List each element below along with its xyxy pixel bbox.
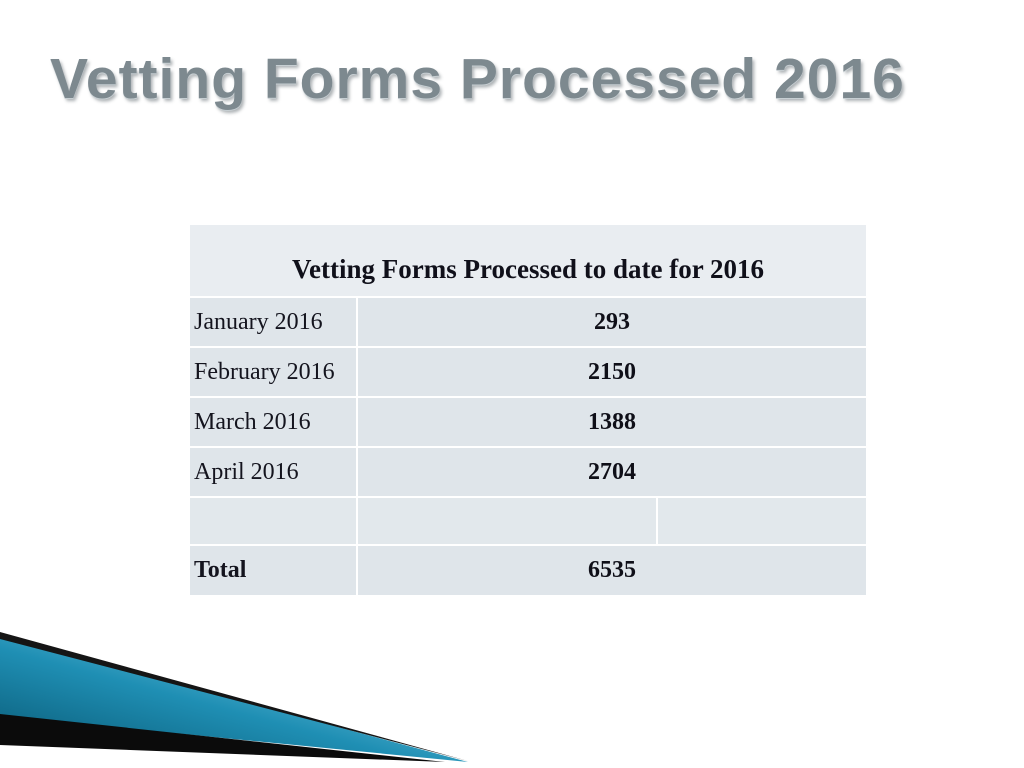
- row-label: February 2016: [190, 348, 358, 396]
- bottom-swoosh-decoration: [0, 632, 468, 762]
- vetting-forms-table: Vetting Forms Processed to date for 2016…: [190, 225, 866, 595]
- table-row: January 2016 293: [190, 298, 866, 348]
- table-row: April 2016 2704: [190, 448, 866, 498]
- table-row-empty: [190, 498, 866, 546]
- row-label: Total: [190, 546, 358, 595]
- table-header: Vetting Forms Processed to date for 2016: [190, 225, 866, 298]
- row-label: [190, 498, 358, 544]
- row-label: January 2016: [190, 298, 358, 346]
- row-value: [658, 498, 866, 544]
- table-row: February 2016 2150: [190, 348, 866, 398]
- row-value: 2150: [588, 358, 636, 385]
- row-label: March 2016: [190, 398, 358, 446]
- row-value: 6535: [588, 557, 636, 583]
- page-title: Vetting Forms Processed 2016: [50, 47, 905, 111]
- row-value: 293: [594, 308, 630, 335]
- row-label: April 2016: [190, 448, 358, 496]
- row-value: 2704: [588, 458, 636, 485]
- row-empty-middle-cell: [358, 498, 658, 544]
- row-value: 1388: [588, 408, 636, 435]
- table-row-total: Total 6535: [190, 546, 866, 595]
- table-row: March 2016 1388: [190, 398, 866, 448]
